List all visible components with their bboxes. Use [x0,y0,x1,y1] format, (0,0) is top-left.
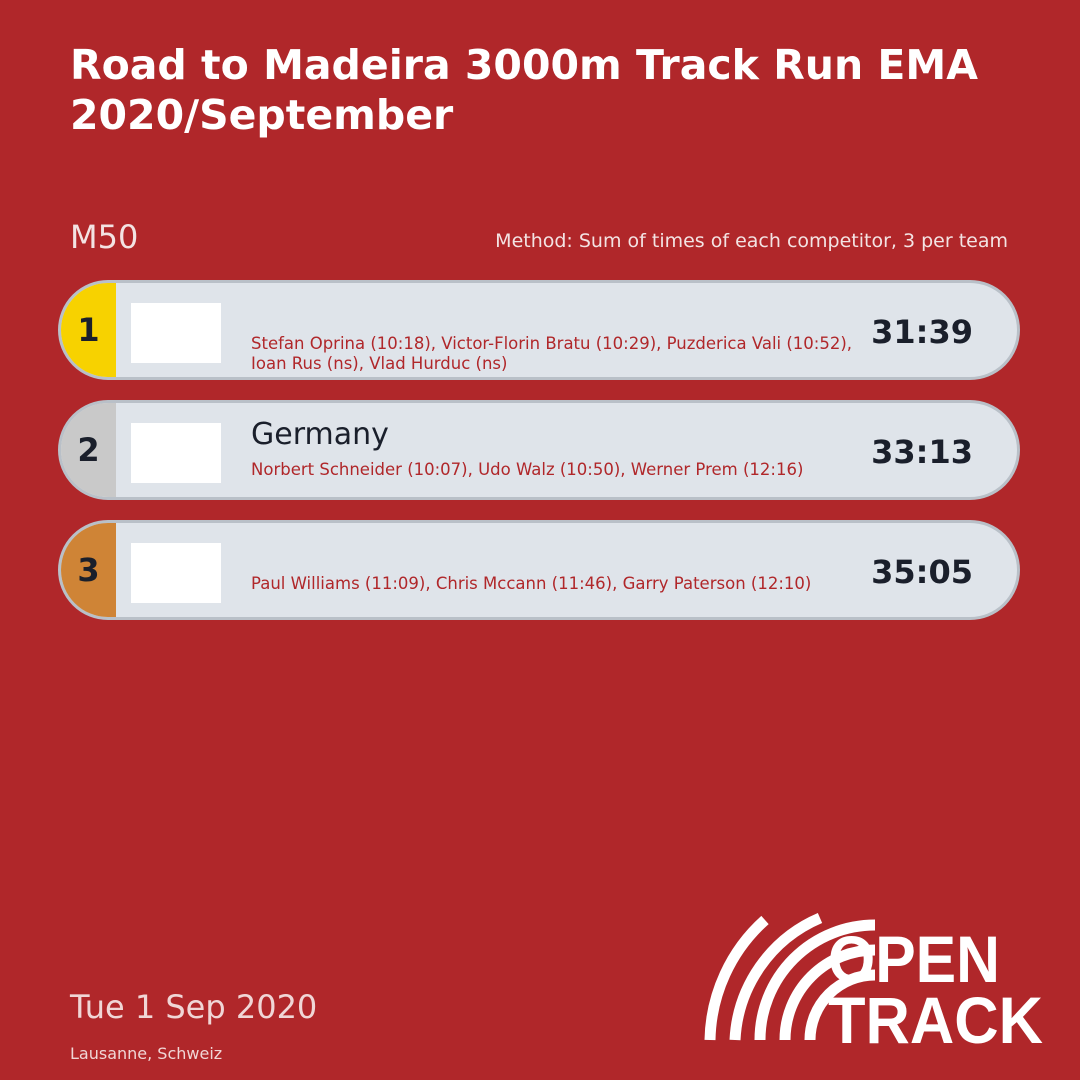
category: M50 [70,218,139,256]
time: 35:05 [871,553,973,591]
time: 31:39 [871,313,973,351]
location: Lausanne, Schweiz [70,1044,223,1063]
rank: 3 [61,523,116,617]
athletes: Norbert Schneider (10:07), Udo Walz (10:… [251,460,804,479]
athletes: Stefan Oprina (10:18), Victor-Florin Bra… [251,334,853,373]
flag [131,303,221,363]
logo: OPEN TRACK [704,912,1043,1057]
result-row: 3 Paul Williams (11:09), Chris Mccann (11… [58,520,1020,620]
flag [131,543,221,603]
result-row: 2 Germany Norbert Schneider (10:07), Udo W… [58,400,1020,500]
athletes: Paul Williams (11:09), Chris Mccann (11:… [251,574,812,593]
date: Tue 1 Sep 2020 [70,988,318,1026]
title-line: Road to Madeira 3000m Track Run EMA [70,41,978,89]
time: 33:13 [871,433,973,471]
rank: 1 [61,283,116,377]
result-row: 1 Stefan Oprina (10:18), Victor-Florin Br… [58,280,1020,380]
team-name: Germany [251,417,389,452]
rank: 2 [61,403,116,497]
title-line: 2020/September [70,91,454,139]
logo-stripes [704,912,876,1041]
logo-text: TRACK [828,983,1043,1057]
title: Road to Madeira 3000m Track Run EMA 2020… [70,40,978,140]
logo-text: OPEN [828,922,1000,996]
method: Method: Sum of times of each competitor,… [495,230,1008,252]
flag [131,423,221,483]
